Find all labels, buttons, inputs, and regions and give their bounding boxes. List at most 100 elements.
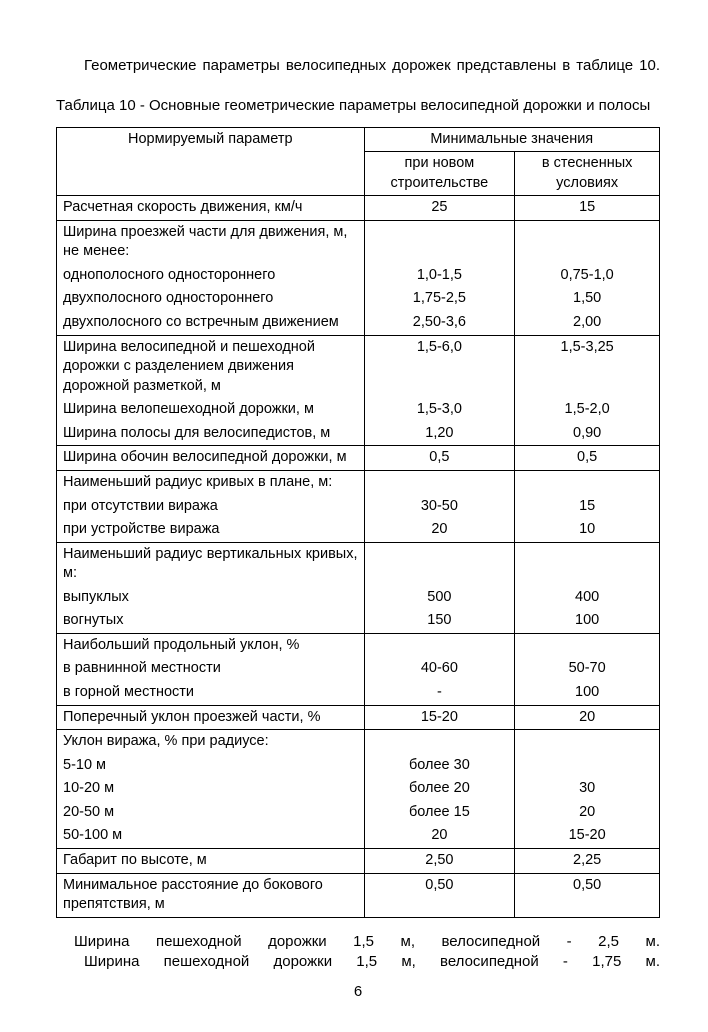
table-row: в равнинной местности40-6050-70 <box>57 657 660 681</box>
cell-new: более 30 <box>364 754 515 778</box>
cell-param: Ширина полосы для велосипедистов, м <box>57 422 365 446</box>
cell-param: Наименьший радиус кривых в плане, м: <box>57 470 365 494</box>
cell-new: 40-60 <box>364 657 515 681</box>
cell-constrained: 400 <box>515 586 660 610</box>
cell-new: 1,20 <box>364 422 515 446</box>
page-number: 6 <box>56 982 660 1002</box>
table-row: Наименьший радиус кривых в плане, м: <box>57 470 660 494</box>
table-row: Ширина проезжей части для движения, м, н… <box>57 220 660 264</box>
cell-constrained: 50-70 <box>515 657 660 681</box>
col-header-new: при новом строительстве <box>364 152 515 196</box>
cell-constrained: 100 <box>515 609 660 633</box>
cell-param: при отсутствии виража <box>57 495 365 519</box>
cell-param: 10-20 м <box>57 777 365 801</box>
cell-new: 0,50 <box>364 873 515 917</box>
cell-constrained: 15 <box>515 495 660 519</box>
cell-param: однополосного одностороннего <box>57 264 365 288</box>
cell-param: в горной местности <box>57 681 365 705</box>
footer-note-1: Ширина пешеходной дорожки 1,5 м, велосип… <box>56 932 660 952</box>
cell-new: более 20 <box>364 777 515 801</box>
table-row: в горной местности-100 <box>57 681 660 705</box>
table-row: Наименьший радиус вертикальных кривых, м… <box>57 542 660 586</box>
table-row: при устройстве виража2010 <box>57 518 660 542</box>
cell-constrained <box>515 542 660 586</box>
cell-param: Ширина велосипедной и пешеходной дорожки… <box>57 335 365 398</box>
cell-new: 25 <box>364 196 515 221</box>
parameters-table: Нормируемый параметр Минимальные значени… <box>56 127 660 918</box>
cell-param: Ширина проезжей части для движения, м, н… <box>57 220 365 264</box>
col-header-minvals: Минимальные значения <box>364 127 659 152</box>
table-row: однополосного одностороннего1,0-1,50,75-… <box>57 264 660 288</box>
cell-param: Расчетная скорость движения, км/ч <box>57 196 365 221</box>
cell-constrained <box>515 220 660 264</box>
cell-new <box>364 730 515 754</box>
cell-param: Наибольший продольный уклон, % <box>57 633 365 657</box>
cell-new: 20 <box>364 518 515 542</box>
cell-constrained: 10 <box>515 518 660 542</box>
cell-new <box>364 220 515 264</box>
cell-new: - <box>364 681 515 705</box>
cell-param: 5-10 м <box>57 754 365 778</box>
table-row: 50-100 м2015-20 <box>57 824 660 848</box>
table-row: Ширина полосы для велосипедистов, м1,200… <box>57 422 660 446</box>
cell-param: Ширина обочин велосипедной дорожки, м <box>57 446 365 471</box>
cell-constrained: 2,00 <box>515 311 660 335</box>
cell-new <box>364 542 515 586</box>
intro-paragraph: Геометрические параметры велосипедных до… <box>56 56 660 76</box>
table-row: Расчетная скорость движения, км/ч2515 <box>57 196 660 221</box>
cell-constrained <box>515 470 660 494</box>
table-row: двухполосного со встречным движением2,50… <box>57 311 660 335</box>
cell-constrained: 15-20 <box>515 824 660 848</box>
cell-constrained: 0,75-1,0 <box>515 264 660 288</box>
table-row: 5-10 мболее 30 <box>57 754 660 778</box>
cell-constrained <box>515 754 660 778</box>
table-row: двухполосного одностороннего1,75-2,51,50 <box>57 287 660 311</box>
cell-param: Габарит по высоте, м <box>57 848 365 873</box>
cell-new: 1,0-1,5 <box>364 264 515 288</box>
cell-constrained: 2,25 <box>515 848 660 873</box>
col-header-param: Нормируемый параметр <box>57 127 365 196</box>
col-header-constrained: в стесненных условиях <box>515 152 660 196</box>
cell-new: 1,75-2,5 <box>364 287 515 311</box>
table-row: вогнутых150100 <box>57 609 660 633</box>
cell-constrained: 1,5-2,0 <box>515 398 660 422</box>
cell-param: Поперечный уклон проезжей части, % <box>57 705 365 730</box>
table-row: 10-20 мболее 2030 <box>57 777 660 801</box>
cell-param: выпуклых <box>57 586 365 610</box>
cell-new: 500 <box>364 586 515 610</box>
cell-new: 2,50-3,6 <box>364 311 515 335</box>
cell-constrained: 15 <box>515 196 660 221</box>
cell-param: Минимальное расстояние до бокового препя… <box>57 873 365 917</box>
footer-note-2: Ширина пешеходной дорожки 1,5 м, велосип… <box>56 952 660 972</box>
cell-constrained: 20 <box>515 705 660 730</box>
cell-param: при устройстве виража <box>57 518 365 542</box>
cell-param: Наименьший радиус вертикальных кривых, м… <box>57 542 365 586</box>
table-row: Ширина обочин велосипедной дорожки, м 0,5… <box>57 446 660 471</box>
cell-constrained <box>515 633 660 657</box>
table-row: Уклон виража, % при радиусе: <box>57 730 660 754</box>
table-row: Наибольший продольный уклон, % <box>57 633 660 657</box>
cell-constrained: 0,50 <box>515 873 660 917</box>
cell-constrained <box>515 730 660 754</box>
cell-constrained: 30 <box>515 777 660 801</box>
cell-new: 1,5-3,0 <box>364 398 515 422</box>
table-row: Габарит по высоте, м2,502,25 <box>57 848 660 873</box>
table-row: Ширина велопешеходной дорожки, м1,5-3,01… <box>57 398 660 422</box>
cell-param: 50-100 м <box>57 824 365 848</box>
cell-constrained: 20 <box>515 801 660 825</box>
cell-new: 2,50 <box>364 848 515 873</box>
table-row: Минимальное расстояние до бокового препя… <box>57 873 660 917</box>
cell-new: 150 <box>364 609 515 633</box>
cell-new: 20 <box>364 824 515 848</box>
cell-new: более 15 <box>364 801 515 825</box>
table-caption: Таблица 10 - Основные геометрические пар… <box>56 96 660 116</box>
table-row: 20-50 мболее 1520 <box>57 801 660 825</box>
cell-param: вогнутых <box>57 609 365 633</box>
cell-param: двухполосного со встречным движением <box>57 311 365 335</box>
cell-constrained: 0,5 <box>515 446 660 471</box>
cell-new: 15-20 <box>364 705 515 730</box>
cell-constrained: 1,50 <box>515 287 660 311</box>
cell-param: 20-50 м <box>57 801 365 825</box>
cell-constrained: 100 <box>515 681 660 705</box>
cell-new: 1,5-6,0 <box>364 335 515 398</box>
